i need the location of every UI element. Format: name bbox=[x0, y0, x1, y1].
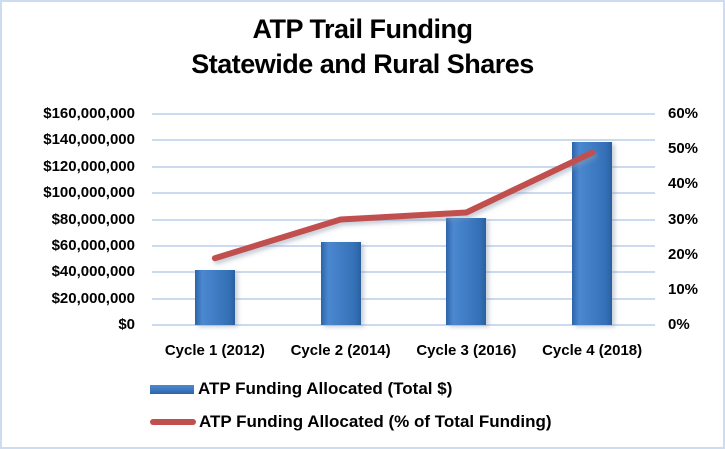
y-axis-right-label: 30% bbox=[668, 210, 699, 228]
y-axis-right-label: 50% bbox=[668, 140, 699, 158]
legend-item-bars: ATP Funding Allocated (Total $) bbox=[150, 379, 552, 399]
gridline bbox=[152, 244, 655, 247]
y-axis-left-label: $0 bbox=[118, 316, 135, 333]
trend-line bbox=[211, 149, 596, 262]
gridline bbox=[152, 271, 655, 274]
y-axis-left-label: $160,000,000 bbox=[43, 105, 135, 122]
plot-area bbox=[152, 113, 655, 326]
legend-label-line: ATP Funding Allocated (% of Total Fundin… bbox=[199, 412, 552, 431]
gridline bbox=[152, 139, 655, 142]
bar-cycle-3 bbox=[446, 218, 487, 325]
x-axis-label: Cycle 2 (2014) bbox=[290, 342, 391, 359]
legend: ATP Funding Allocated (Total $) ATP Fund… bbox=[150, 379, 552, 445]
y-axis-left-label: $60,000,000 bbox=[51, 236, 135, 254]
y-axis-right-label: 0% bbox=[668, 316, 690, 333]
y-axis-left-label: $140,000,000 bbox=[43, 131, 135, 149]
y-axis-right-label: 60% bbox=[668, 105, 699, 122]
y-axis-right-label: 40% bbox=[668, 175, 699, 193]
legend-item-line: ATP Funding Allocated (% of Total Fundin… bbox=[150, 412, 552, 432]
bar-series-swatch-icon bbox=[150, 384, 194, 394]
gridline bbox=[152, 113, 655, 115]
bar-cycle-2 bbox=[320, 241, 361, 325]
y-axis-right-label: 20% bbox=[668, 245, 699, 263]
y-axis-left-label: $80,000,000 bbox=[51, 210, 135, 228]
gridline bbox=[152, 192, 655, 195]
y-axis-left-label: $120,000,000 bbox=[43, 157, 135, 175]
y-axis-left-label: $20,000,000 bbox=[51, 289, 135, 307]
chart-title-line2: Statewide and Rural Shares bbox=[191, 49, 534, 79]
y-axis-right-label: 10% bbox=[668, 280, 699, 298]
gridline bbox=[152, 165, 655, 168]
bar-cycle-4 bbox=[572, 141, 613, 325]
chart-title-line1: ATP Trail Funding bbox=[252, 14, 474, 44]
x-axis-label: Cycle 3 (2016) bbox=[416, 342, 517, 359]
chart-title: ATP Trail Funding Statewide and Rural Sh… bbox=[2, 12, 723, 82]
trend-line-path bbox=[211, 149, 596, 262]
x-axis-label: Cycle 1 (2012) bbox=[164, 342, 265, 359]
x-axis-label: Cycle 4 (2018) bbox=[542, 342, 643, 359]
legend-label-bars: ATP Funding Allocated (Total $) bbox=[198, 379, 453, 398]
gridline bbox=[152, 324, 655, 326]
gridline bbox=[152, 218, 655, 221]
y-axis-left-label: $40,000,000 bbox=[51, 263, 135, 281]
bar-cycle-1 bbox=[194, 269, 235, 325]
line-series-swatch-icon bbox=[150, 419, 196, 425]
gridline bbox=[152, 297, 655, 300]
y-axis-left-label: $100,000,000 bbox=[43, 184, 135, 202]
